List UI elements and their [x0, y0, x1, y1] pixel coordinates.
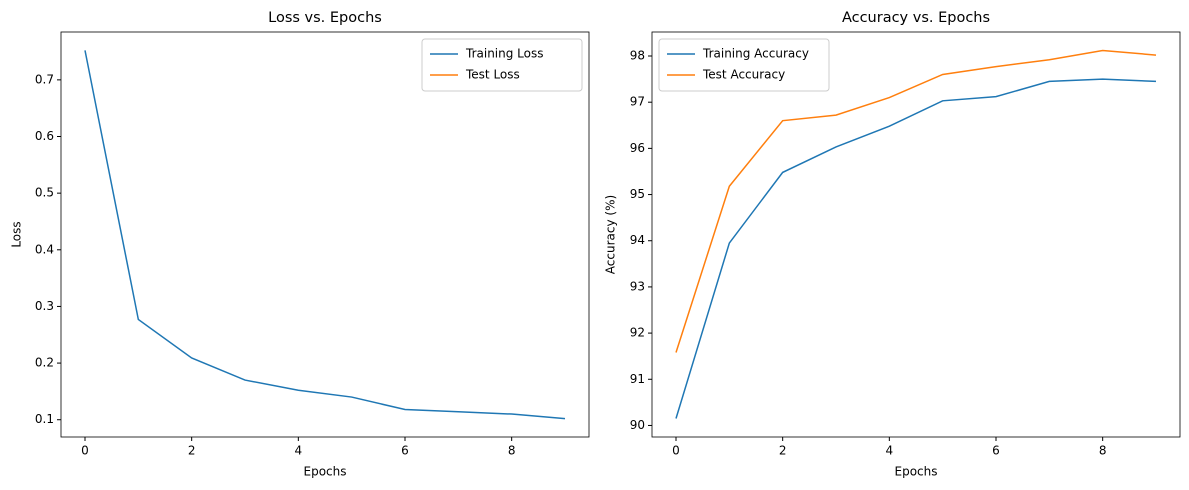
line-series	[675, 78, 1157, 419]
x-tick-label: 2	[779, 444, 787, 458]
x-axis-label: Epochs	[895, 465, 938, 479]
y-tick-label: 0.4	[35, 242, 54, 256]
x-tick-label: 4	[295, 444, 303, 458]
x-tick-label: 6	[401, 444, 409, 458]
y-tick-label: 98	[630, 49, 645, 63]
legend-label: Training Accuracy	[702, 47, 809, 61]
line-series	[84, 50, 566, 420]
y-tick-label: 0.1	[35, 412, 54, 426]
chart: Loss vs. Epochs Epochs Loss 0 2 4 6 8 0.1 0.2 0.3 0…	[10, 10, 590, 479]
legend: Training Loss Test Loss	[421, 38, 583, 92]
x-tick-label: 0	[672, 444, 680, 458]
y-tick-label: 90	[630, 418, 645, 432]
y-tick-label: 0.2	[35, 356, 54, 370]
y-tick-label: 97	[630, 95, 645, 109]
legend-box	[658, 38, 830, 92]
line-series	[675, 49, 1157, 353]
x-tick-label: 0	[81, 444, 89, 458]
legend-box	[421, 38, 583, 92]
y-tick-label: 95	[630, 187, 645, 201]
chart-title: Loss vs. Epochs	[268, 10, 382, 26]
x-tick-label: 2	[188, 444, 196, 458]
x-tick-label: 8	[1099, 444, 1107, 458]
chart: Accuracy vs. Epochs Epochs Accuracy (%) 0 2 4…	[604, 10, 1181, 479]
plot-frame	[60, 31, 590, 438]
x-tick-label: 4	[886, 444, 894, 458]
y-tick-label: 0.3	[35, 299, 54, 313]
chart-title: Accuracy vs. Epochs	[842, 10, 990, 26]
legend-label: Test Accuracy	[702, 68, 785, 82]
legend: Training Accuracy Test Accuracy	[658, 38, 830, 92]
y-tick-label: 96	[630, 141, 645, 155]
y-tick-label: 92	[630, 326, 645, 340]
x-axis-label: Epochs	[304, 465, 347, 479]
plot-frame	[651, 31, 1181, 438]
legend-label: Training Loss	[465, 47, 543, 61]
x-tick-label: 6	[992, 444, 1000, 458]
y-axis-label: Accuracy (%)	[604, 195, 618, 274]
y-tick-label: 0.7	[35, 72, 54, 86]
x-tick-label: 8	[508, 444, 516, 458]
y-tick-label: 0.6	[35, 129, 54, 143]
y-axis-label: Loss	[10, 221, 24, 247]
y-tick-label: 91	[630, 372, 645, 386]
legend-label: Test Loss	[465, 68, 520, 82]
y-tick-label: 0.5	[35, 186, 54, 200]
y-tick-label: 94	[630, 233, 645, 247]
y-tick-label: 93	[630, 279, 645, 293]
